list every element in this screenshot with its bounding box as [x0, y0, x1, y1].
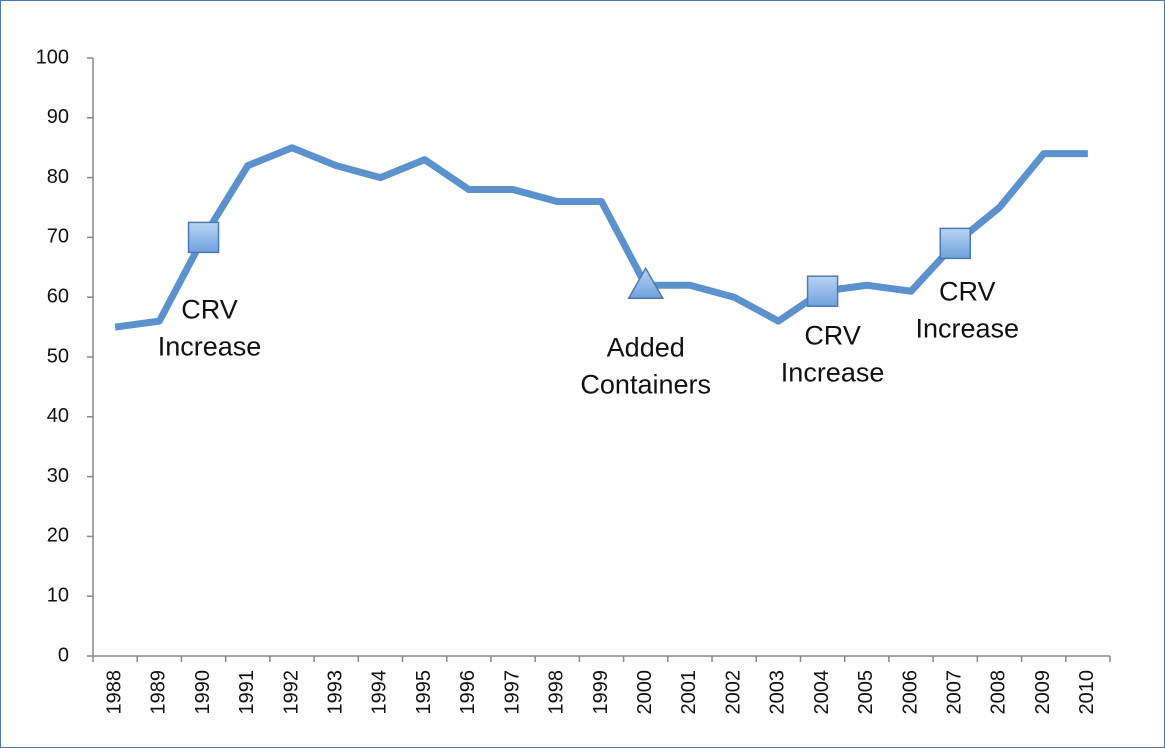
- x-tick-label: 2008: [988, 670, 1010, 715]
- annotation-marker: [806, 275, 839, 307]
- x-tick-label: 2009: [1032, 670, 1054, 715]
- x-tick-label: 1993: [324, 670, 346, 715]
- y-tick-label: 90: [47, 106, 69, 128]
- data-line: [114, 144, 1088, 331]
- annotation-text: Containers: [580, 369, 711, 399]
- annotation-text: CRV: [939, 277, 996, 307]
- x-tick-label: 2001: [678, 670, 700, 715]
- y-tick-label: 60: [47, 285, 69, 307]
- y-tick-label: 80: [47, 166, 69, 188]
- annotation-marker: [939, 227, 971, 260]
- annotation-text: Added: [607, 332, 685, 362]
- x-tick-label: 1997: [501, 670, 523, 715]
- y-tick-label: 100: [36, 46, 69, 68]
- x-tick-label: 1990: [192, 670, 214, 715]
- x-tick-label: 2004: [811, 670, 833, 715]
- annotation-text: Increase: [781, 357, 885, 387]
- x-tick-label: 1988: [103, 670, 125, 715]
- x-tick-label: 1992: [280, 670, 302, 715]
- y-tick-label: 50: [47, 345, 69, 367]
- x-tick-label: 2005: [855, 670, 877, 715]
- annotation-marker: [627, 266, 665, 299]
- y-tick-label: 70: [47, 226, 69, 248]
- x-tick-label: 2010: [1076, 670, 1098, 715]
- annotation-text: Increase: [915, 314, 1019, 344]
- y-tick-label: 30: [47, 465, 69, 487]
- y-tick-label: 40: [47, 405, 69, 427]
- x-tick-label: 1998: [546, 670, 568, 715]
- annotation-marker: [187, 221, 220, 254]
- x-tick-label: 1999: [590, 670, 612, 715]
- x-tick-label: 1994: [369, 670, 391, 715]
- x-tick-label: 2007: [944, 670, 966, 715]
- x-tick-label: 1996: [457, 670, 479, 715]
- annotation-text: CRV: [804, 320, 861, 350]
- y-tick-label: 10: [47, 584, 69, 606]
- x-tick-label: 2000: [634, 670, 656, 715]
- x-tick-label: 1995: [413, 670, 435, 715]
- x-tick-label: 2002: [722, 670, 744, 715]
- y-tick-label: 0: [58, 644, 69, 666]
- x-tick-label: 2006: [899, 670, 921, 715]
- x-tick-label: 2003: [767, 670, 789, 715]
- x-tick-label: 1989: [148, 670, 170, 715]
- y-tick-label: 20: [47, 525, 69, 547]
- x-tick-label: 1991: [236, 670, 258, 715]
- annotation-text: CRV: [181, 295, 238, 325]
- annotation-text: Increase: [158, 332, 262, 362]
